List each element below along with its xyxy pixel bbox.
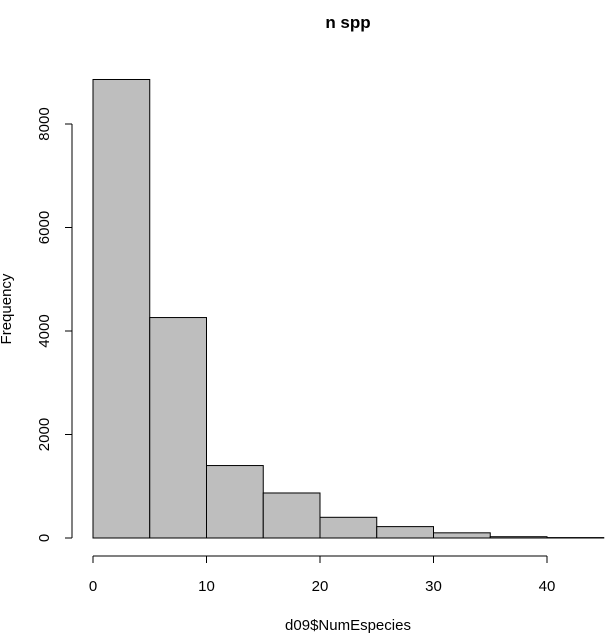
x-tick-label: 40	[539, 578, 556, 595]
histogram-bar	[92, 78, 151, 539]
x-tick-label: 30	[425, 578, 442, 595]
x-tick-label: 10	[198, 578, 215, 595]
histogram-bar	[433, 532, 491, 539]
histogram-bar	[149, 317, 207, 539]
y-tick-label: 0	[36, 534, 53, 542]
x-axis-label: d09$NumEspecies	[285, 617, 411, 633]
histogram-bar	[376, 526, 434, 539]
y-axis-label: Frequency	[0, 273, 15, 344]
histogram-bar	[319, 516, 378, 539]
x-tick-label: 20	[312, 578, 329, 595]
histogram-bar	[489, 536, 548, 539]
histogram-bar	[206, 465, 264, 539]
histogram-bar	[262, 492, 321, 539]
y-axis: 0 2000 4000 6000 8000	[36, 107, 73, 542]
x-tick-label: 0	[89, 578, 97, 595]
x-axis: 0 10 20 30 40	[89, 555, 556, 595]
y-tick-label: 4000	[36, 314, 53, 347]
chart-title: n spp	[325, 13, 370, 32]
bars-group	[92, 78, 605, 539]
y-tick-label: 6000	[36, 211, 53, 244]
y-tick-label: 8000	[36, 107, 53, 140]
y-tick-label: 2000	[36, 418, 53, 451]
